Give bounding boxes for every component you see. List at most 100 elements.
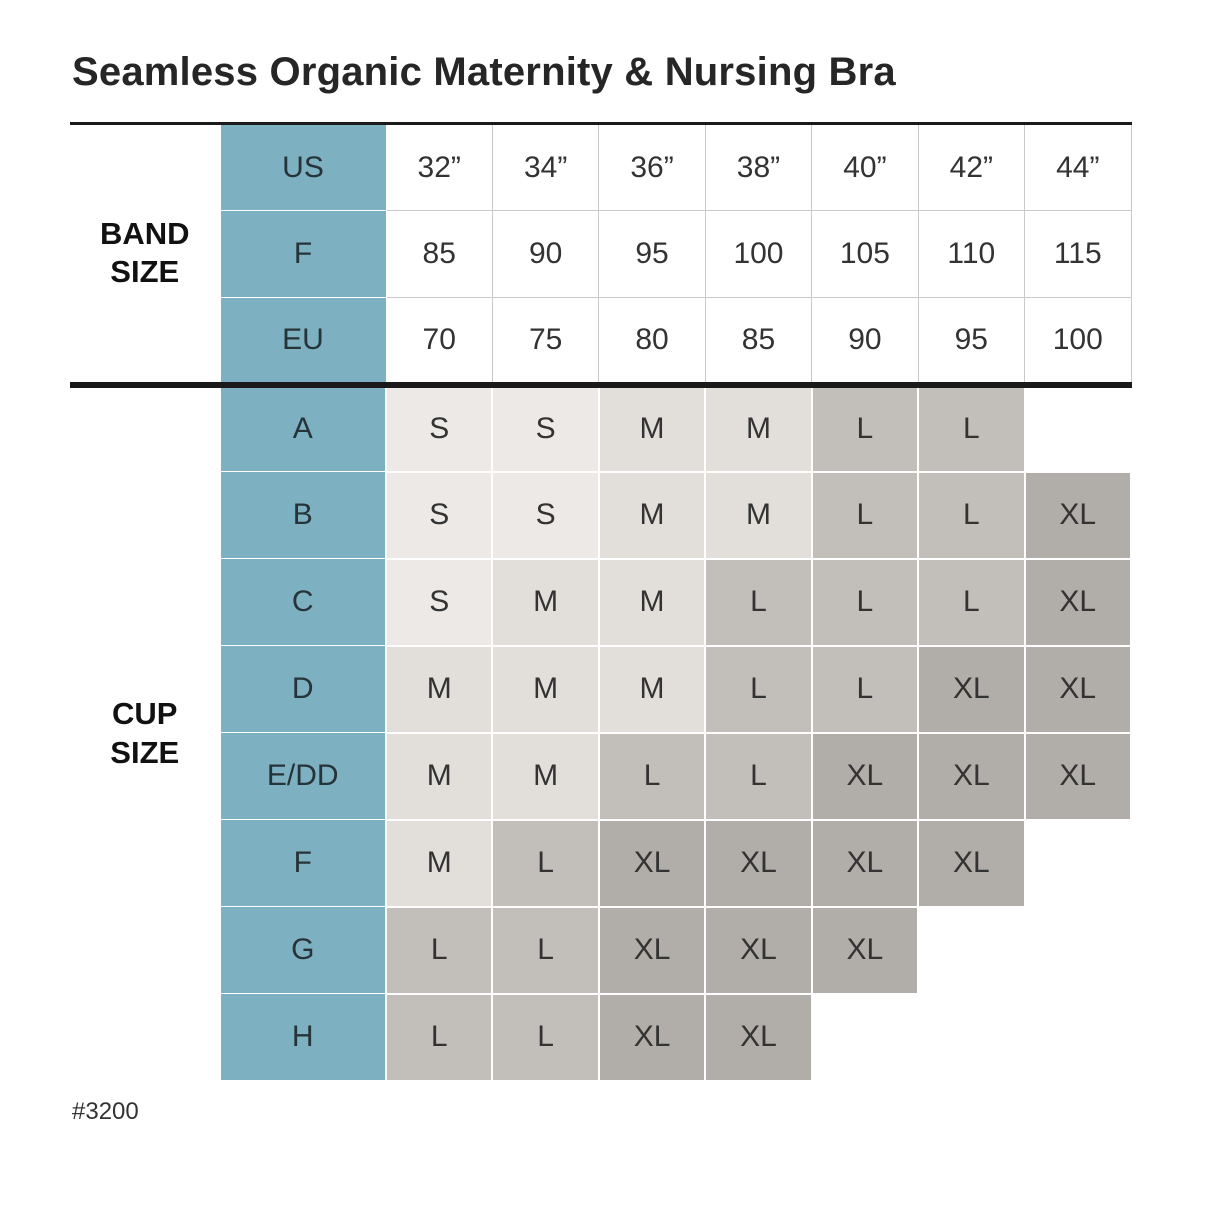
cup-size-cell: XL xyxy=(1023,644,1133,734)
row-label-us: US xyxy=(219,123,387,211)
cup-row-f: F M L XL XL XL XL xyxy=(70,818,1133,908)
cup-size-cell xyxy=(810,992,920,1082)
cup-size-cell: L xyxy=(491,992,600,1082)
band-value-cell: 115 xyxy=(1024,210,1132,298)
cup-size-cell: L xyxy=(810,557,920,647)
page-title: Seamless Organic Maternity & Nursing Bra xyxy=(72,50,896,94)
cup-size-cell: L xyxy=(917,381,1026,473)
cup-size-cell: L xyxy=(384,905,494,995)
band-value-cell: 44” xyxy=(1024,123,1132,211)
cup-size-cell: XL xyxy=(1023,731,1133,821)
cup-size-cell: M xyxy=(491,644,600,734)
cup-size-cell: M xyxy=(597,381,707,473)
style-number: #3200 xyxy=(72,1097,139,1125)
cup-size-cell: L xyxy=(917,470,1026,560)
cup-size-cell: XL xyxy=(917,644,1026,734)
cup-row-c: C S M M L L L XL xyxy=(70,557,1133,647)
band-value-cell: 34” xyxy=(491,123,600,211)
cup-size-cell: XL xyxy=(704,818,813,908)
row-label-f-band: F xyxy=(219,210,387,298)
cup-size-cell: M xyxy=(597,470,707,560)
cup-size-cell: S xyxy=(491,381,600,473)
cup-size-cell: XL xyxy=(597,905,707,995)
row-label-f-cup: F xyxy=(219,819,387,907)
cup-size-cell: XL xyxy=(597,992,707,1082)
band-value-cell: 100 xyxy=(704,210,813,298)
cup-size-cell: M xyxy=(384,644,494,734)
row-label-edd: E/DD xyxy=(219,732,387,820)
band-value-cell: 110 xyxy=(917,210,1026,298)
band-value-cell: 100 xyxy=(1024,297,1132,385)
cup-row-g: G L L XL XL XL xyxy=(70,905,1133,995)
cup-size-cell: M xyxy=(704,470,813,560)
band-value-cell: 85 xyxy=(704,297,813,385)
cup-size-cell: L xyxy=(704,731,813,821)
cup-size-cell: XL xyxy=(810,905,920,995)
cup-size-cell: L xyxy=(917,557,1026,647)
row-label-eu: EU xyxy=(219,297,387,385)
cup-size-cell xyxy=(1023,992,1133,1082)
cup-row-edd: E/DD M M L L XL XL XL xyxy=(70,731,1133,821)
cup-size-cell xyxy=(1023,905,1133,995)
band-value-cell: 36” xyxy=(598,123,706,211)
band-value-cell: 85 xyxy=(385,210,493,298)
cup-size-cell: XL xyxy=(917,731,1026,821)
cup-size-cell: S xyxy=(491,470,600,560)
row-label-a: A xyxy=(219,381,387,472)
cup-size-cell: M xyxy=(597,557,707,647)
cup-size-cell: L xyxy=(491,905,600,995)
size-chart-table: BAND SIZE US 32” 34” 36” 38” 40” 42” 44”… xyxy=(70,122,1133,1082)
cup-size-cell: M xyxy=(384,731,494,821)
cup-size-cell: M xyxy=(491,731,600,821)
cup-size-cell: S xyxy=(384,381,494,473)
row-label-b: B xyxy=(219,471,387,559)
cup-size-cell: M xyxy=(384,818,494,908)
cup-size-cell xyxy=(1023,381,1133,473)
cup-size-cell: L xyxy=(704,557,813,647)
band-value-cell: 75 xyxy=(491,297,600,385)
band-value-cell: 32” xyxy=(385,123,493,211)
cup-size-cell: S xyxy=(384,557,494,647)
band-value-cell: 80 xyxy=(598,297,706,385)
cup-row-b: B S S M M L L XL xyxy=(70,470,1133,560)
row-label-d: D xyxy=(219,645,387,733)
cup-size-cell xyxy=(1023,818,1133,908)
cup-size-cell: S xyxy=(384,470,494,560)
band-row-us: BAND SIZE US 32” 34” 36” 38” 40” 42” 44” xyxy=(70,123,1132,385)
cup-size-cell: L xyxy=(384,992,494,1082)
cup-size-cell: L xyxy=(810,644,920,734)
cup-size-cell: L xyxy=(597,731,707,821)
band-size-group-label: BAND SIZE xyxy=(70,123,220,385)
cup-size-cell: L xyxy=(810,381,920,473)
cup-size-cell: XL xyxy=(1023,470,1133,560)
row-label-h: H xyxy=(219,993,387,1081)
row-label-c: C xyxy=(219,558,387,646)
cup-size-cell: M xyxy=(704,381,813,473)
band-value-cell: 40” xyxy=(811,123,919,211)
cup-size-cell: XL xyxy=(917,818,1026,908)
cup-row-a: CUP SIZE A S S M M L L xyxy=(70,381,1133,1081)
cup-size-cell: L xyxy=(491,818,600,908)
cup-row-h: H L L XL XL xyxy=(70,992,1133,1082)
band-row-eu: EU 70 75 80 85 90 95 100 xyxy=(70,297,1132,385)
cup-size-cell: XL xyxy=(810,818,920,908)
band-value-cell: 95 xyxy=(598,210,706,298)
row-label-g: G xyxy=(219,906,387,994)
cup-size-cell: L xyxy=(704,644,813,734)
band-value-cell: 70 xyxy=(385,297,493,385)
cup-size-cell: XL xyxy=(597,818,707,908)
cup-row-d: D M M M L L XL XL xyxy=(70,644,1133,734)
band-value-cell: 38” xyxy=(704,123,813,211)
cup-size-cell: L xyxy=(810,470,920,560)
band-value-cell: 90 xyxy=(811,297,919,385)
cup-size-cell: XL xyxy=(810,731,920,821)
band-value-cell: 105 xyxy=(811,210,919,298)
cup-size-cell: XL xyxy=(704,905,813,995)
cup-size-cell xyxy=(917,905,1026,995)
band-row-f: F 85 90 95 100 105 110 115 xyxy=(70,210,1132,298)
cup-size-group-label: CUP SIZE xyxy=(70,381,220,1081)
cup-size-cell: M xyxy=(491,557,600,647)
band-value-cell: 90 xyxy=(491,210,600,298)
band-value-cell: 42” xyxy=(917,123,1026,211)
